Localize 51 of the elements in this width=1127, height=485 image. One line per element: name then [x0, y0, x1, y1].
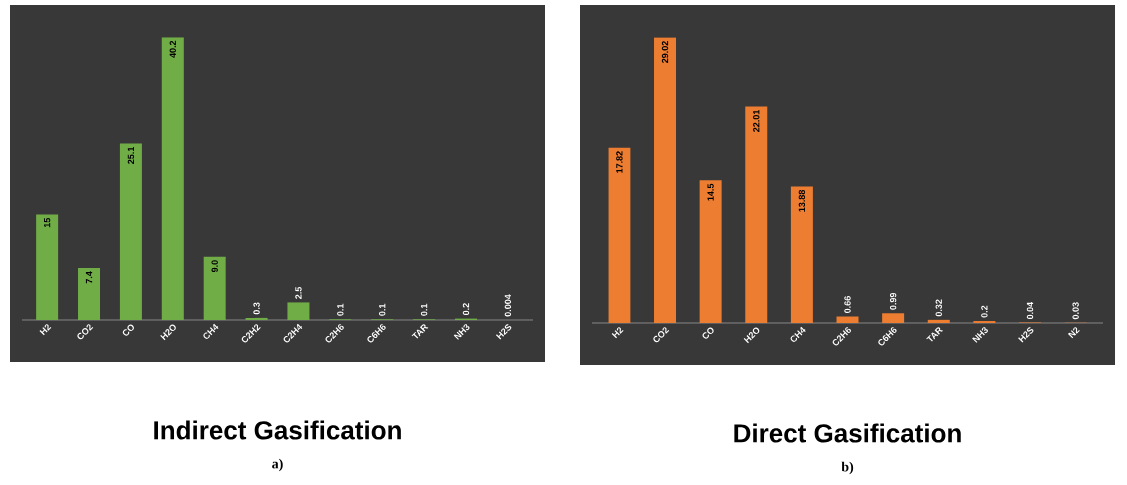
data-label: 0.1	[337, 303, 344, 316]
data-label: 0.3	[253, 302, 260, 315]
data-label: 14.5	[707, 183, 714, 201]
bar	[245, 317, 268, 320]
bar	[287, 302, 310, 320]
text: Direct Gasification	[734, 423, 961, 443]
x-tick-label: CO	[702, 327, 714, 339]
bar	[203, 256, 226, 320]
data-label: 0.99	[889, 292, 897, 310]
bar	[161, 37, 184, 320]
x-tick-label: TAR	[411, 324, 429, 339]
text: Indirect Gasification	[154, 420, 401, 440]
data-label: 0.004	[504, 294, 512, 317]
bar	[654, 37, 677, 323]
data-label: 0.03	[1072, 302, 1079, 320]
x-tick-label: H2	[611, 327, 624, 339]
data-label: 0.2	[981, 305, 988, 318]
bar	[745, 106, 768, 323]
data-label: 7.4	[85, 271, 93, 284]
data-label: 29.02	[661, 41, 669, 63]
data-label: 40.2	[169, 40, 176, 58]
data-label: 0.66	[844, 296, 851, 313]
data-label: 0.04	[1026, 301, 1034, 320]
bar	[36, 214, 59, 320]
data-label: 17.82	[616, 151, 623, 173]
x-tick-label: CO	[122, 324, 134, 336]
x-tick-label: CH4	[790, 326, 806, 342]
bar	[699, 180, 722, 323]
text: a)	[272, 458, 283, 472]
data-label: 0.1	[379, 303, 386, 316]
data-label: 2.5	[295, 286, 302, 299]
bar	[927, 319, 950, 323]
data-label: 13.88	[798, 189, 806, 212]
bar	[608, 147, 631, 323]
x-tick-label: H2	[39, 324, 52, 336]
bar	[836, 316, 859, 323]
data-label: 0.2	[462, 303, 470, 316]
data-label: 0.1	[420, 303, 428, 316]
x-tick-label: N2	[1067, 327, 1080, 339]
bar	[119, 143, 142, 320]
bar	[790, 186, 813, 323]
x-tick-label: CH4	[203, 323, 219, 339]
data-label: 22.01	[753, 109, 760, 132]
bar	[882, 313, 905, 323]
data-label: 9.0	[211, 260, 218, 273]
bar	[78, 267, 101, 320]
x-tick-label: TAR	[926, 327, 944, 342]
data-label: 15	[43, 217, 51, 228]
text: b)	[841, 461, 854, 475]
data-label: 25.1	[127, 146, 135, 164]
data-label: 0.32	[935, 299, 942, 317]
